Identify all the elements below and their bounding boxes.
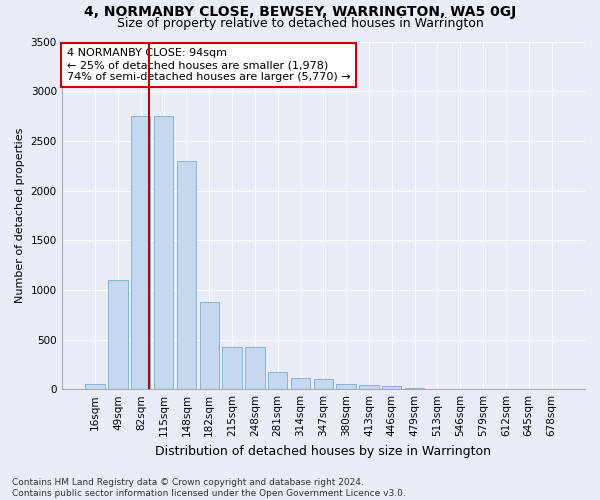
- Bar: [154, 116, 173, 389]
- Bar: [223, 348, 242, 389]
- Bar: [177, 160, 196, 389]
- Bar: [108, 280, 128, 389]
- Bar: [359, 384, 379, 389]
- Y-axis label: Number of detached properties: Number of detached properties: [15, 128, 25, 303]
- Bar: [405, 388, 424, 389]
- Bar: [200, 302, 219, 389]
- Text: Contains HM Land Registry data © Crown copyright and database right 2024.
Contai: Contains HM Land Registry data © Crown c…: [12, 478, 406, 498]
- Text: 4 NORMANBY CLOSE: 94sqm
← 25% of detached houses are smaller (1,978)
74% of semi: 4 NORMANBY CLOSE: 94sqm ← 25% of detache…: [67, 48, 350, 82]
- Bar: [85, 384, 105, 389]
- Bar: [314, 379, 333, 389]
- Bar: [382, 386, 401, 389]
- X-axis label: Distribution of detached houses by size in Warrington: Distribution of detached houses by size …: [155, 444, 491, 458]
- Bar: [268, 372, 287, 389]
- Text: Size of property relative to detached houses in Warrington: Size of property relative to detached ho…: [116, 18, 484, 30]
- Bar: [131, 116, 151, 389]
- Bar: [291, 378, 310, 389]
- Bar: [245, 348, 265, 389]
- Text: 4, NORMANBY CLOSE, BEWSEY, WARRINGTON, WA5 0GJ: 4, NORMANBY CLOSE, BEWSEY, WARRINGTON, W…: [84, 5, 516, 19]
- Bar: [337, 384, 356, 389]
